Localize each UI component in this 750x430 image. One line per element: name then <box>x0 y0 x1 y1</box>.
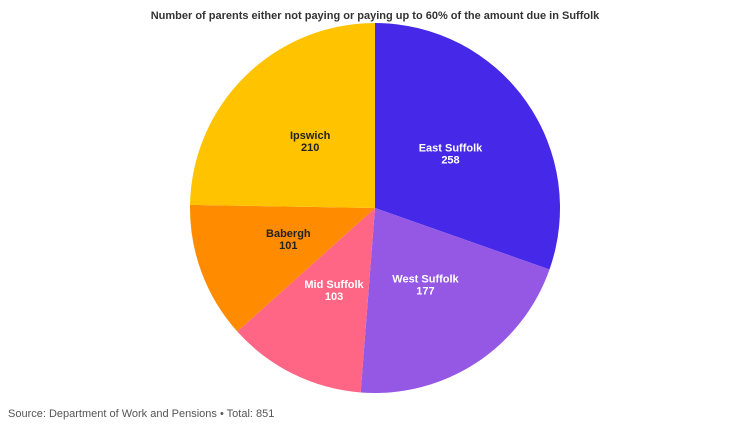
pie-slice <box>190 204 375 332</box>
slice-value: 210 <box>301 142 319 154</box>
slice-label: Mid Suffolk <box>304 279 364 291</box>
slice-label: West Suffolk <box>392 273 459 285</box>
slice-label: Babergh <box>266 228 311 240</box>
slice-label: Ipswich <box>290 130 331 142</box>
slice-value: 103 <box>325 291 343 303</box>
slice-value: 101 <box>279 240 297 252</box>
pie-slice <box>360 208 550 394</box>
source-note: Source: Department of Work and Pensions … <box>8 408 274 420</box>
slice-value: 258 <box>441 154 459 166</box>
pie-slice <box>375 23 561 270</box>
slice-value: 177 <box>416 285 434 297</box>
chart-title: Number of parents either not paying or p… <box>151 10 600 22</box>
pie-slice <box>237 208 375 393</box>
slice-label: East Suffolk <box>419 142 483 154</box>
pie-slice <box>190 23 375 208</box>
